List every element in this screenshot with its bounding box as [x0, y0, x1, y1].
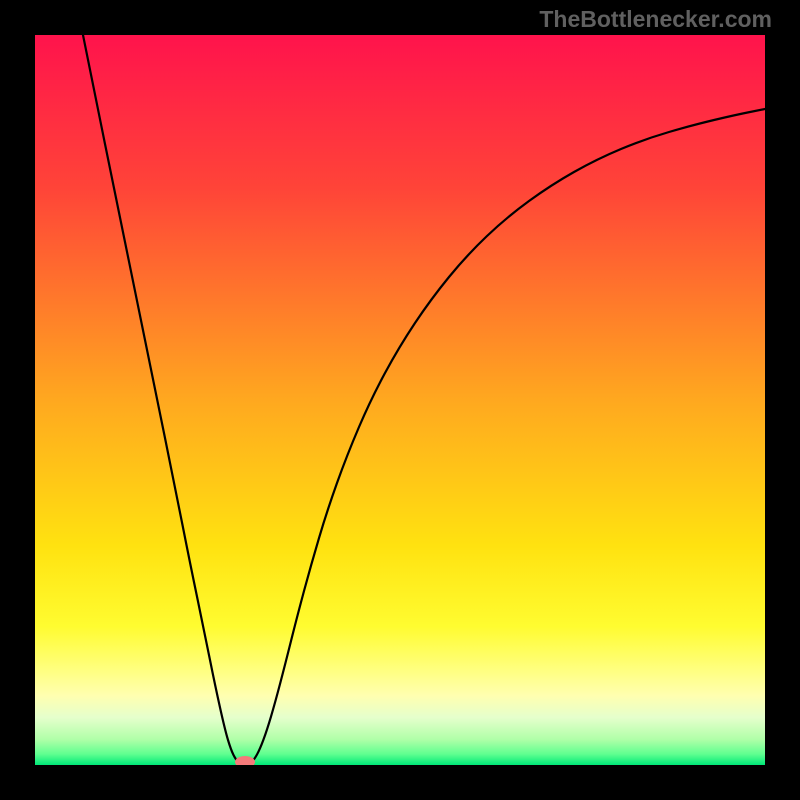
- gradient-background: [35, 35, 765, 765]
- watermark-text: TheBottlenecker.com: [539, 6, 772, 33]
- chart-container: TheBottlenecker.com: [0, 0, 800, 800]
- bottleneck-chart: [35, 35, 765, 765]
